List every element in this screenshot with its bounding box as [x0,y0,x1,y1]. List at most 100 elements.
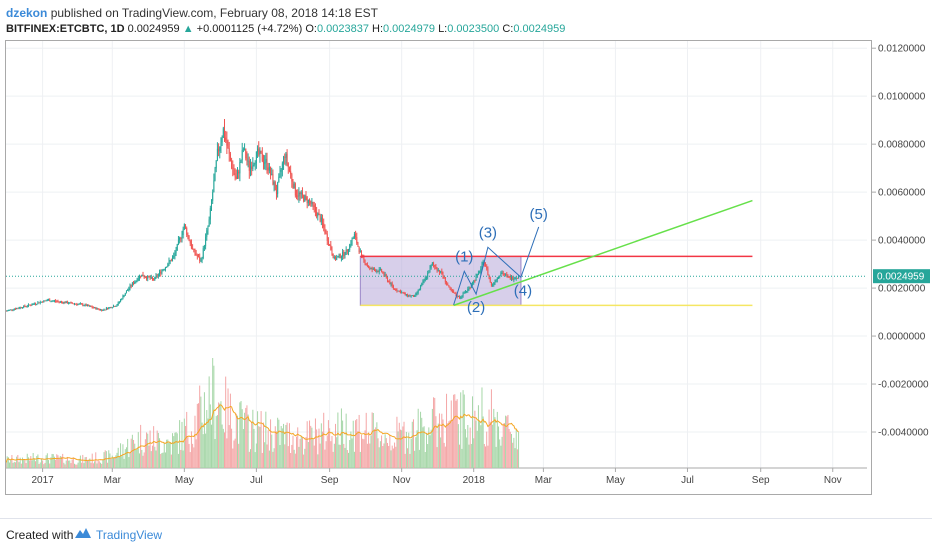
candle-body [303,195,305,202]
candle-body [52,300,54,302]
volume-bar [251,422,253,468]
tradingview-link[interactable]: TradingView [96,528,163,542]
volume-bar [305,437,307,468]
volume-bar [183,418,185,468]
candle-body [479,272,481,274]
candle-body [207,226,209,231]
candle-body [86,305,88,307]
y-tick-label: 0.0000000 [878,332,926,343]
volume-bar [379,441,381,468]
candle-body [214,168,216,181]
volume-bar [14,462,16,468]
candle-body [215,160,217,169]
candle-body [29,304,31,306]
volume-bar [453,394,455,468]
candle-body [423,280,425,282]
candle-body [457,296,459,298]
y-tick-label: 0.0020000 [878,284,926,295]
tradingview-logo-icon[interactable] [74,526,92,540]
volume-bar [233,440,235,468]
candle-body [384,274,386,276]
volume-bar [438,413,440,468]
high-value: 0.0024979 [383,23,435,35]
volume-bar [312,439,314,468]
symbol-label[interactable]: BITFINEX:ETCBTC, 1D [6,23,125,35]
volume-bar [420,411,422,468]
volume-bar [390,450,392,468]
volume-bar [481,387,483,468]
candle-body [489,277,491,283]
volume-bar [421,417,423,468]
candle-body [122,295,124,300]
candle-body [242,149,244,151]
volume-bar [244,412,246,468]
volume-bar [358,414,360,468]
candle-body [70,302,72,304]
volume-bar [214,439,216,468]
candle-body [111,307,113,309]
volume-bar [431,408,433,468]
candle-body [404,293,406,295]
volume-bar [56,454,58,468]
volume-bar [72,457,74,468]
volume-bar [493,408,495,468]
candle-body [212,192,214,201]
volume-bar [277,417,279,468]
low-label: L: [438,23,448,35]
volume-bar [352,420,354,468]
volume-bar [130,438,132,468]
candle-body [241,150,243,161]
candle-body [395,288,397,291]
volume-bar [185,425,187,468]
volume-bar [194,415,196,468]
candle-body [309,199,311,202]
candle-body [57,301,59,303]
candle-body [510,277,512,280]
candle-body [88,305,90,307]
candle-body [46,300,48,302]
volume-bar [283,423,285,468]
volume-bar [326,435,328,468]
volume-bar [249,449,251,468]
candle-body [359,251,361,253]
candle-body [516,277,518,279]
candle-body [450,289,452,291]
volume-bar [133,439,135,468]
candle-body [261,153,263,162]
x-tick-label: Jul [250,475,263,486]
volume-bar [117,447,119,468]
y-tick-label: 0.0080000 [878,140,926,151]
volume-bar [58,458,60,468]
volume-bar [155,450,157,468]
candle-body [477,272,479,274]
candle-body [487,268,489,275]
publish-info: dzekon published on TradingView.com, Feb… [6,6,378,20]
candle-body [248,160,250,171]
volume-bar [339,444,341,468]
volume-bar [31,460,33,468]
candle-body [196,255,198,257]
candle-body [181,235,183,239]
price-axis[interactable]: 0.0120000 0.0100000 0.0080000 0.0060000 0.00… [872,40,932,495]
candle-body [239,162,241,174]
wave-path [453,226,540,306]
candle-body [507,275,509,277]
y-tick-label: -0.0020000 [878,380,929,391]
volume-bar [13,461,15,468]
candle-body [421,283,423,287]
candle-body [24,305,26,307]
candle-body [108,307,110,309]
candle-body [446,282,448,284]
candle-body [96,308,98,310]
candle-body [211,200,213,209]
candle-body [76,304,78,306]
volume-bar [485,446,487,468]
volume-bar [294,453,296,468]
price-chart[interactable]: 2017 Mar May Jul Sep Nov 2018 Mar May Jul Sep Nov (1… [6,41,871,494]
volume-bar [97,460,99,468]
volume-bar [207,418,209,468]
candle-body [136,280,138,282]
publisher-name[interactable]: dzekon [6,6,48,20]
candle-body [64,301,66,304]
candle-body [227,145,229,149]
